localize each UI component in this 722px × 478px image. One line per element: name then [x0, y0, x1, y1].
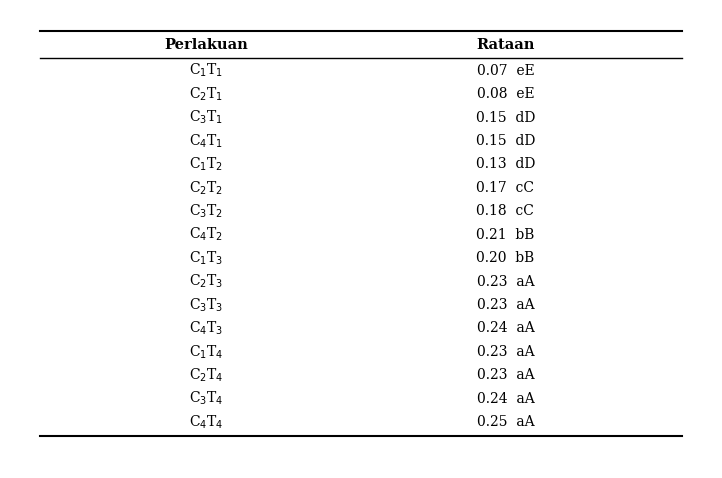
- Text: 0.15  dD: 0.15 dD: [476, 134, 535, 148]
- Text: C$_2$T$_1$: C$_2$T$_1$: [188, 86, 223, 103]
- Text: Rataan: Rataan: [477, 38, 534, 53]
- Text: C$_4$T$_3$: C$_4$T$_3$: [188, 320, 223, 337]
- Text: 0.13  dD: 0.13 dD: [476, 157, 535, 172]
- Text: 0.23  aA: 0.23 aA: [477, 274, 534, 289]
- Text: C$_2$T$_4$: C$_2$T$_4$: [188, 367, 223, 384]
- Text: 0.21  bB: 0.21 bB: [477, 228, 534, 242]
- Text: 0.15  dD: 0.15 dD: [476, 110, 535, 125]
- Text: 0.18  cC: 0.18 cC: [477, 204, 534, 218]
- Text: C$_1$T$_4$: C$_1$T$_4$: [188, 343, 223, 360]
- Text: C$_2$T$_2$: C$_2$T$_2$: [188, 179, 223, 196]
- Text: C$_4$T$_2$: C$_4$T$_2$: [188, 226, 223, 243]
- Text: 0.25  aA: 0.25 aA: [477, 415, 534, 429]
- Text: C$_1$T$_3$: C$_1$T$_3$: [188, 250, 223, 267]
- Text: C$_1$T$_2$: C$_1$T$_2$: [188, 156, 223, 173]
- Text: C$_3$T$_2$: C$_3$T$_2$: [188, 203, 223, 220]
- Text: 0.24  aA: 0.24 aA: [477, 321, 534, 336]
- Text: C$_4$T$_4$: C$_4$T$_4$: [188, 413, 223, 431]
- Text: 0.20  bB: 0.20 bB: [477, 251, 534, 265]
- Text: 0.23  aA: 0.23 aA: [477, 345, 534, 359]
- Text: 0.08  eE: 0.08 eE: [477, 87, 534, 101]
- Text: 0.23  aA: 0.23 aA: [477, 368, 534, 382]
- Text: 0.07  eE: 0.07 eE: [477, 64, 534, 78]
- Text: 0.23  aA: 0.23 aA: [477, 298, 534, 312]
- Text: Perlakuan: Perlakuan: [164, 38, 248, 53]
- Text: C$_2$T$_3$: C$_2$T$_3$: [188, 273, 223, 290]
- Text: C$_1$T$_1$: C$_1$T$_1$: [188, 62, 223, 79]
- Text: 0.24  aA: 0.24 aA: [477, 391, 534, 406]
- Text: C$_3$T$_4$: C$_3$T$_4$: [188, 390, 223, 407]
- Text: C$_4$T$_1$: C$_4$T$_1$: [188, 132, 223, 150]
- Text: 0.17  cC: 0.17 cC: [477, 181, 534, 195]
- Text: C$_3$T$_1$: C$_3$T$_1$: [188, 109, 223, 126]
- Text: C$_3$T$_3$: C$_3$T$_3$: [188, 296, 223, 314]
